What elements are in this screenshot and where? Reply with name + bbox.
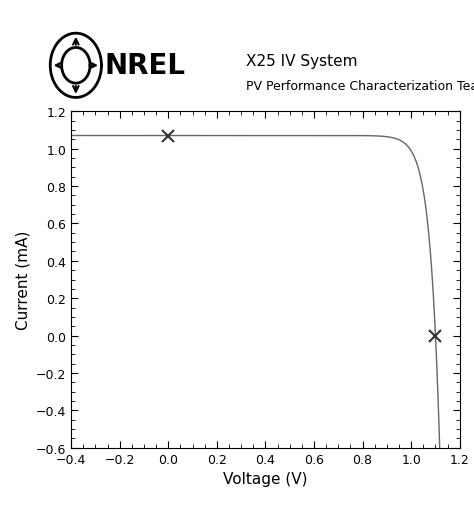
X-axis label: Voltage (V): Voltage (V) bbox=[223, 471, 308, 486]
Y-axis label: Current (mA): Current (mA) bbox=[15, 231, 30, 329]
Text: X25 IV System: X25 IV System bbox=[246, 53, 358, 69]
Text: NREL: NREL bbox=[104, 52, 185, 80]
Text: PV Performance Characterization Team: PV Performance Characterization Team bbox=[246, 80, 474, 93]
